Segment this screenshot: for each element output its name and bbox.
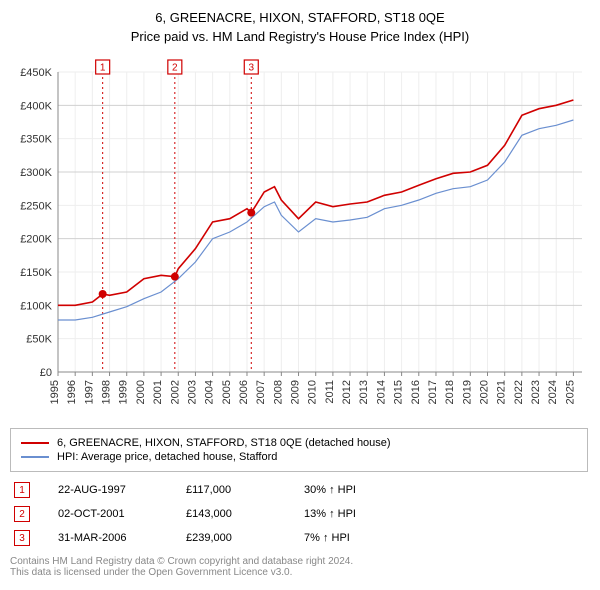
svg-text:3: 3 bbox=[248, 63, 254, 74]
tx-date-3: 31-MAR-2006 bbox=[58, 532, 158, 544]
svg-text:2021: 2021 bbox=[496, 380, 508, 404]
svg-text:1: 1 bbox=[100, 63, 106, 74]
svg-text:2024: 2024 bbox=[547, 380, 559, 404]
footer: Contains HM Land Registry data © Crown c… bbox=[10, 556, 590, 578]
tx-price-1: £117,000 bbox=[186, 484, 276, 496]
svg-text:2015: 2015 bbox=[393, 380, 405, 404]
svg-text:2017: 2017 bbox=[427, 380, 439, 404]
svg-text:£350K: £350K bbox=[20, 134, 52, 146]
transaction-table: 1 22-AUG-1997 £117,000 30% ↑ HPI 2 02-OC… bbox=[10, 482, 590, 546]
svg-text:1996: 1996 bbox=[66, 380, 78, 404]
svg-text:2004: 2004 bbox=[204, 380, 216, 404]
svg-text:2000: 2000 bbox=[135, 380, 147, 404]
legend-swatch-blue bbox=[21, 456, 49, 458]
svg-text:2002: 2002 bbox=[169, 380, 181, 404]
svg-text:2019: 2019 bbox=[461, 380, 473, 404]
svg-text:£200K: £200K bbox=[20, 234, 52, 246]
legend-row-hpi: HPI: Average price, detached house, Staf… bbox=[21, 451, 577, 463]
svg-text:2011: 2011 bbox=[324, 380, 336, 404]
svg-text:1995: 1995 bbox=[49, 380, 61, 404]
svg-text:£450K: £450K bbox=[20, 67, 52, 79]
svg-text:2003: 2003 bbox=[186, 380, 198, 404]
svg-text:£0: £0 bbox=[40, 367, 52, 379]
svg-text:2014: 2014 bbox=[375, 380, 387, 404]
legend-label-hpi: HPI: Average price, detached house, Staf… bbox=[57, 451, 277, 463]
svg-text:2007: 2007 bbox=[255, 380, 267, 404]
svg-text:2022: 2022 bbox=[513, 380, 525, 404]
tx-date-1: 22-AUG-1997 bbox=[58, 484, 158, 496]
svg-text:2001: 2001 bbox=[152, 380, 164, 404]
title-block: 6, GREENACRE, HIXON, STAFFORD, ST18 0QE … bbox=[10, 10, 590, 44]
tx-marker-3: 3 bbox=[14, 530, 30, 546]
tx-date-2: 02-OCT-2001 bbox=[58, 508, 158, 520]
svg-text:2016: 2016 bbox=[410, 380, 422, 404]
svg-text:£100K: £100K bbox=[20, 300, 52, 312]
table-row: 2 02-OCT-2001 £143,000 13% ↑ HPI bbox=[10, 506, 590, 522]
tx-marker-2: 2 bbox=[14, 506, 30, 522]
svg-text:£400K: £400K bbox=[20, 100, 52, 112]
tx-pct-2: 13% ↑ HPI bbox=[304, 508, 404, 520]
legend-label-property: 6, GREENACRE, HIXON, STAFFORD, ST18 0QE … bbox=[57, 437, 391, 449]
svg-text:2010: 2010 bbox=[307, 380, 319, 404]
table-row: 1 22-AUG-1997 £117,000 30% ↑ HPI bbox=[10, 482, 590, 498]
svg-text:2008: 2008 bbox=[272, 380, 284, 404]
legend-swatch-red bbox=[21, 442, 49, 444]
tx-pct-1: 30% ↑ HPI bbox=[304, 484, 404, 496]
tx-price-3: £239,000 bbox=[186, 532, 276, 544]
svg-text:2009: 2009 bbox=[290, 380, 302, 404]
svg-text:£300K: £300K bbox=[20, 167, 52, 179]
svg-text:2018: 2018 bbox=[444, 380, 456, 404]
legend-row-property: 6, GREENACRE, HIXON, STAFFORD, ST18 0QE … bbox=[21, 437, 577, 449]
tx-pct-3: 7% ↑ HPI bbox=[304, 532, 404, 544]
footer-line1: Contains HM Land Registry data © Crown c… bbox=[10, 556, 590, 567]
svg-text:2020: 2020 bbox=[479, 380, 491, 404]
tx-marker-1: 1 bbox=[14, 482, 30, 498]
svg-text:£150K: £150K bbox=[20, 267, 52, 279]
footer-line2: This data is licensed under the Open Gov… bbox=[10, 567, 590, 578]
price-chart: £0 £50K £100K £150K £200K £250K £300K £350K £400… bbox=[10, 52, 590, 422]
table-row: 3 31-MAR-2006 £239,000 7% ↑ HPI bbox=[10, 530, 590, 546]
svg-text:2006: 2006 bbox=[238, 380, 250, 404]
svg-text:£50K: £50K bbox=[26, 334, 52, 346]
svg-text:1998: 1998 bbox=[101, 380, 113, 404]
tx-price-2: £143,000 bbox=[186, 508, 276, 520]
svg-text:1999: 1999 bbox=[118, 380, 130, 404]
svg-text:2013: 2013 bbox=[358, 380, 370, 404]
chart-svg: £0 £50K £100K £150K £200K £250K £300K £350K £400… bbox=[10, 52, 590, 422]
svg-text:2005: 2005 bbox=[221, 380, 233, 404]
svg-text:1997: 1997 bbox=[83, 380, 95, 404]
legend: 6, GREENACRE, HIXON, STAFFORD, ST18 0QE … bbox=[10, 428, 588, 472]
svg-text:£250K: £250K bbox=[20, 200, 52, 212]
svg-text:2: 2 bbox=[172, 63, 178, 74]
title-subtitle: Price paid vs. HM Land Registry's House … bbox=[10, 29, 590, 44]
svg-text:2023: 2023 bbox=[530, 380, 542, 404]
svg-text:2025: 2025 bbox=[564, 380, 576, 404]
title-address: 6, GREENACRE, HIXON, STAFFORD, ST18 0QE bbox=[10, 10, 590, 25]
svg-text:2012: 2012 bbox=[341, 380, 353, 404]
